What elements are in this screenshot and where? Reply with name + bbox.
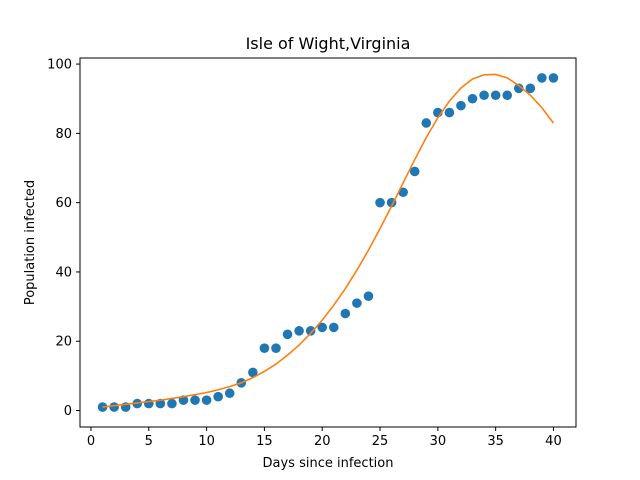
data-point — [398, 187, 408, 198]
data-point — [201, 395, 212, 405]
x-tick-label: 40 — [545, 434, 562, 449]
data-point — [537, 73, 547, 83]
data-point — [479, 90, 489, 101]
data-point — [97, 402, 108, 412]
data-point — [548, 73, 559, 83]
data-point — [409, 166, 420, 177]
x-tick-label: 15 — [256, 434, 273, 449]
data-point — [271, 343, 281, 353]
data-point — [421, 118, 432, 128]
data-point — [190, 395, 200, 405]
data-point — [525, 83, 536, 94]
data-point — [282, 329, 293, 340]
x-tick-label: 35 — [487, 434, 504, 449]
x-tick-label: 30 — [430, 434, 447, 449]
data-point — [352, 298, 362, 308]
data-point — [502, 90, 513, 101]
data-point — [456, 100, 466, 111]
y-axis-ticks: 0 20 40 60 80 100 — [47, 58, 80, 419]
data-point — [167, 398, 177, 409]
x-tick-label: 0 — [87, 434, 95, 449]
y-tick-label: 0 — [64, 404, 72, 419]
data-point — [305, 326, 316, 336]
data-point — [375, 197, 385, 208]
y-tick-label: 40 — [55, 265, 72, 280]
y-tick-label: 60 — [55, 196, 72, 211]
fit-curve-line — [102, 73, 555, 408]
y-tick-label: 80 — [55, 127, 72, 142]
data-point — [259, 343, 270, 353]
x-axis-label: Days since infection — [263, 456, 394, 471]
data-point — [109, 402, 119, 412]
data-point — [317, 322, 328, 333]
chart-title: Isle of Wight,Virginia — [246, 34, 411, 53]
data-point — [340, 308, 351, 319]
data-point — [490, 90, 501, 101]
data-point — [513, 83, 524, 94]
data-point — [467, 93, 478, 104]
x-tick-label: 25 — [372, 434, 389, 449]
data-point — [363, 291, 374, 302]
axes-frame — [79, 57, 577, 428]
data-point — [328, 322, 339, 333]
data-point — [294, 326, 304, 336]
x-axis-ticks: 0 5 10 15 20 25 30 35 40 — [87, 427, 562, 449]
data-point — [248, 367, 258, 378]
x-tick-label: 10 — [198, 434, 215, 449]
data-point — [213, 391, 223, 402]
data-point — [143, 398, 154, 409]
y-tick-label: 20 — [55, 335, 72, 350]
data-point — [224, 388, 235, 399]
x-tick-label: 20 — [314, 434, 331, 449]
y-tick-label: 100 — [47, 58, 72, 73]
data-point — [444, 107, 455, 118]
x-tick-label: 5 — [145, 434, 153, 449]
plot-area — [97, 73, 559, 412]
y-axis-label: Population infected — [23, 180, 38, 305]
